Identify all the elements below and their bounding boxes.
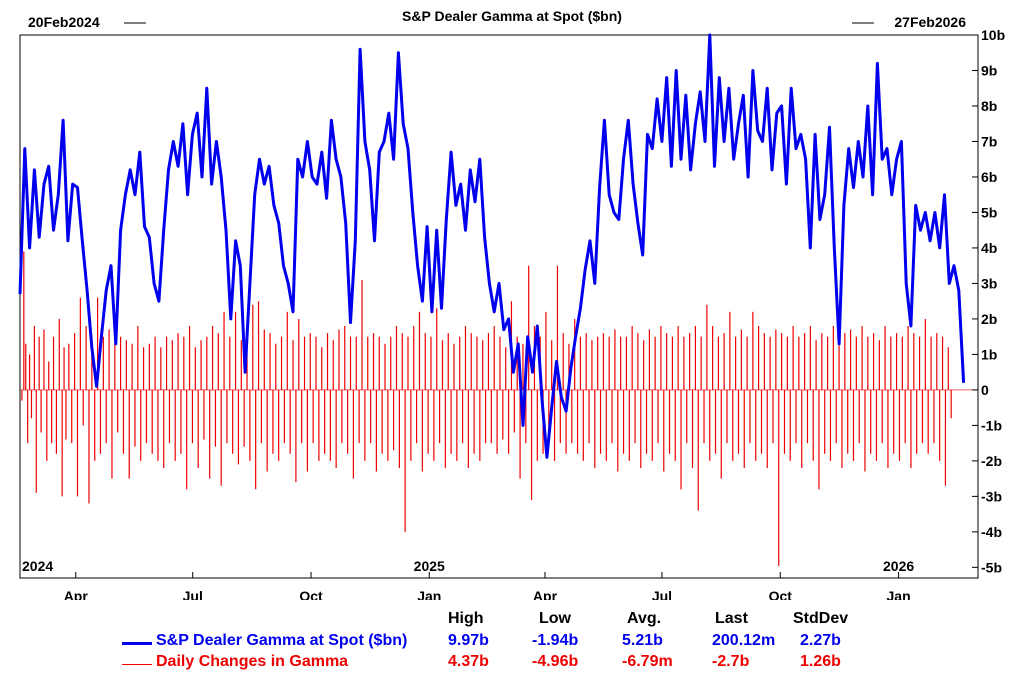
x-year-label: 2026 <box>883 558 914 574</box>
legend-name-daily: Daily Changes in Gamma <box>156 653 349 670</box>
y-tick-label: -2b <box>981 453 1002 469</box>
chart-title: S&P Dealer Gamma at Spot ($bn) <box>402 8 622 24</box>
y-tick-label: -5b <box>981 559 1002 575</box>
x-month-label: Oct <box>769 588 793 600</box>
y-tick-label: 8b <box>981 98 997 114</box>
daily-high: 4.37b <box>448 653 489 670</box>
gamma-line-layer <box>18 33 966 459</box>
y-tick-label: 10b <box>981 27 1005 43</box>
legend-swatch-daily <box>122 664 152 665</box>
plot-frame <box>19 34 979 579</box>
y-tick-label: -3b <box>981 488 1002 504</box>
header-last: Last <box>715 610 748 627</box>
gamma-series-line <box>18 33 966 459</box>
gamma-high: 9.97b <box>448 632 489 649</box>
y-tick-label: 5b <box>981 204 997 220</box>
daily-stddev: 1.26b <box>800 653 841 670</box>
y-tick-label: 2b <box>981 311 997 327</box>
x-month-label: Apr <box>533 588 558 600</box>
daily-low: -4.96b <box>532 653 579 670</box>
gamma-low: -1.94b <box>532 632 579 649</box>
gamma-last: 200.12m <box>712 632 776 649</box>
y-tick-label: 6b <box>981 169 997 185</box>
x-axis: Apr Jul Oct Jan Apr Jul Oct Jan 2024 2025 2026 <box>22 558 914 600</box>
y-axis: 10b 9b 8b 7b 6b 5b 4b 3b 2b 1b 0 -1b -2b -3b -4b -5b <box>972 27 1005 575</box>
legend-name-gamma: S&P Dealer Gamma at Spot ($bn) <box>156 632 408 649</box>
x-year-label: 2024 <box>22 558 53 574</box>
daily-last: -2.7b <box>712 653 750 670</box>
x-year-label: 2025 <box>414 558 445 574</box>
x-month-label: Oct <box>299 588 323 600</box>
y-tick-label: 3b <box>981 275 997 291</box>
y-tick-label: 1b <box>981 346 997 362</box>
y-tick-label: 7b <box>981 133 997 149</box>
daily-avg: -6.79m <box>622 653 673 670</box>
daily-changes-bars <box>21 251 952 566</box>
y-tick-label: 9b <box>981 62 997 78</box>
x-month-label: Jan <box>887 588 911 600</box>
header-high: High <box>448 610 484 627</box>
legend-swatch-gamma <box>122 642 152 645</box>
x-month-label: Jan <box>417 588 441 600</box>
gamma-avg: 5.21b <box>622 632 663 649</box>
start-date-label: 20Feb2024 <box>28 14 100 30</box>
x-month-label: Jul <box>183 588 203 600</box>
y-tick-label: 4b <box>981 240 997 256</box>
x-month-label: Apr <box>64 588 89 600</box>
y-tick-label: -1b <box>981 417 1002 433</box>
header-low: Low <box>539 610 571 627</box>
x-month-label: Jul <box>652 588 672 600</box>
y-tick-label: 0 <box>981 382 989 398</box>
chart-figure: S&P Dealer Gamma at Spot ($bn) 20Feb2024… <box>18 8 1005 600</box>
gamma-stddev: 2.27b <box>800 632 841 649</box>
header-avg: Avg. <box>627 610 662 627</box>
y-tick-label: -4b <box>981 524 1002 540</box>
end-date-label: 27Feb2026 <box>894 14 966 30</box>
header-stddev: StdDev <box>793 610 849 627</box>
